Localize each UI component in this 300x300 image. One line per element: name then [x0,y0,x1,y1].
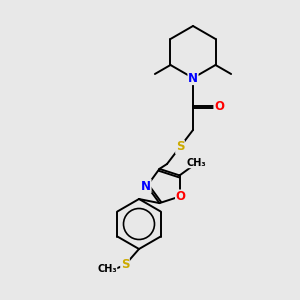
Text: CH₃: CH₃ [97,264,117,274]
Text: N: N [188,71,198,85]
Text: O: O [176,190,186,203]
Text: N: N [141,179,151,193]
Text: O: O [214,100,224,112]
Text: S: S [121,259,129,272]
Text: CH₃: CH₃ [187,158,207,168]
Text: S: S [176,140,184,154]
